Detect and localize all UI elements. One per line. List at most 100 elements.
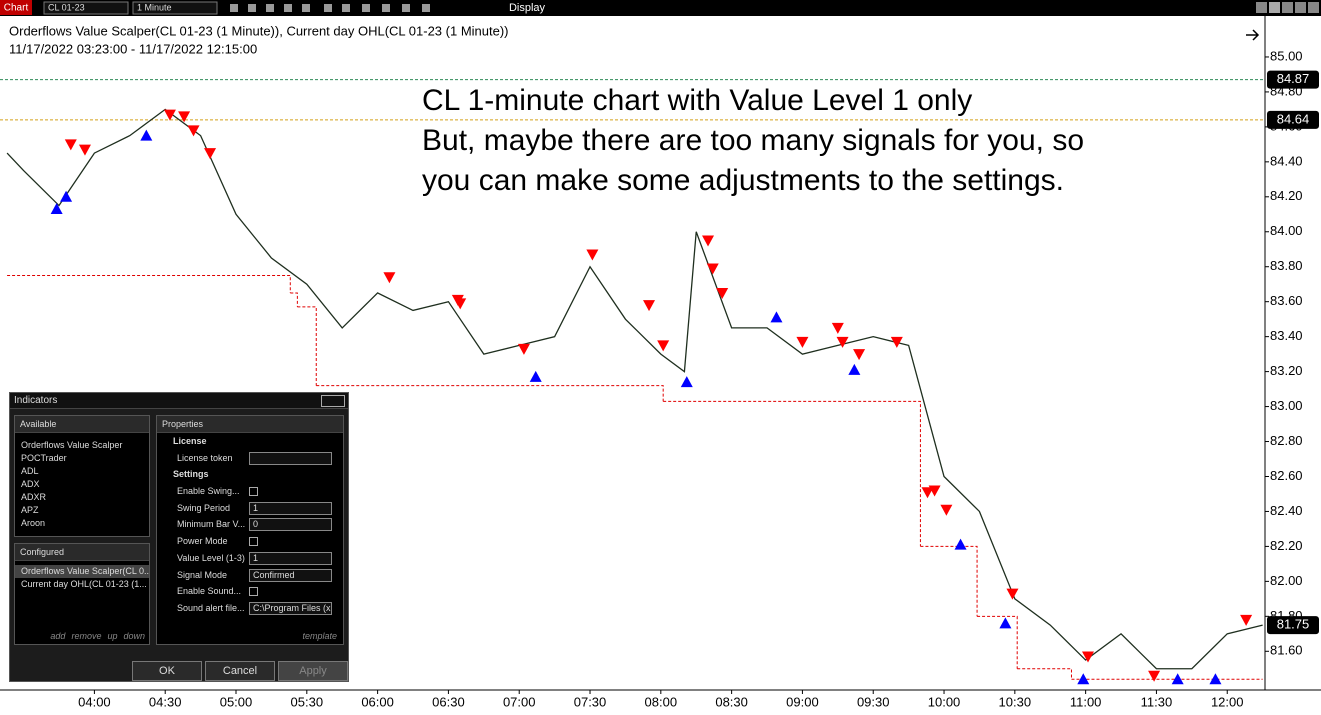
dialog-button[interactable]: Apply <box>278 661 348 681</box>
x-tick-label: 04:00 <box>78 694 111 709</box>
dialog-title: Indicators <box>10 393 348 409</box>
sell-signal <box>643 300 656 312</box>
list-header: Configured <box>15 544 149 561</box>
property-row: Signal Mode Confirmed <box>157 567 343 584</box>
y-tick-label: 83.00 <box>1270 398 1303 413</box>
list-item[interactable]: Orderflows Value Scalper(CL 0... <box>15 565 149 578</box>
x-tick-label: 10:00 <box>928 694 961 709</box>
property-row: License token <box>157 450 343 467</box>
list-item[interactable]: APZ <box>21 505 39 515</box>
display-menu[interactable]: Display <box>509 2 546 14</box>
available-list: Available Orderflows Value Scalper POCTrad… <box>14 415 150 537</box>
list-item[interactable]: ADX <box>21 479 40 489</box>
interval[interactable]: 1 Minute <box>137 2 172 12</box>
list-item[interactable]: ADL <box>21 466 39 476</box>
sell-signal <box>204 148 217 160</box>
sell-signal <box>383 272 396 284</box>
section-header[interactable]: License <box>173 436 207 446</box>
annotation: CL 1-minute chart with Value Level 1 onl… <box>422 84 972 117</box>
sell-signal <box>64 139 77 151</box>
input-value: Confirmed <box>253 569 295 580</box>
input-field[interactable]: 1 <box>249 501 332 515</box>
buy-signal <box>680 376 693 388</box>
sell-signal <box>1081 651 1094 663</box>
price-marker-label: 84.87 <box>1277 71 1310 86</box>
price-marker <box>1267 110 1319 129</box>
property-label: Power Mode <box>177 536 228 547</box>
property-label: Enable Sound... <box>177 586 242 597</box>
list-item[interactable]: ADXR <box>21 492 47 502</box>
chart-title: Orderflows Value Scalper(CL 01-23 (1 Min… <box>9 23 509 38</box>
template-link[interactable]: template <box>302 631 337 641</box>
y-tick-label: 84.00 <box>1270 223 1303 238</box>
input-field[interactable]: 0 <box>249 518 332 532</box>
list-item[interactable]: Current day OHL(CL 01-23 (1... <box>21 579 147 589</box>
property-label: Value Level (1-3) <box>177 552 245 563</box>
buy-signal <box>60 190 73 202</box>
sell-signal <box>1240 614 1253 626</box>
dialog-button[interactable]: Cancel <box>205 661 275 681</box>
x-tick-label: 12:00 <box>1211 694 1244 709</box>
list-item[interactable]: POCTrader <box>21 453 67 463</box>
chart-tab[interactable] <box>0 0 32 15</box>
property-row: Value Level (1-3) 1 <box>157 550 343 567</box>
dialog-button[interactable]: OK <box>132 661 202 681</box>
list-item[interactable]: Orderflows Value Scalper <box>21 440 123 450</box>
property-label: Minimum Bar V... <box>177 519 246 530</box>
sell-signal <box>163 109 176 121</box>
property-row: Power Mode <box>157 533 343 550</box>
property-row: Minimum Bar V... 0 <box>157 516 343 533</box>
sell-signal <box>702 235 715 247</box>
input-field[interactable]: Confirmed <box>249 568 332 582</box>
sell-signal <box>586 249 599 261</box>
action-link[interactable]: up <box>107 631 118 641</box>
x-tick-label: 04:30 <box>149 694 182 709</box>
checkbox[interactable] <box>249 537 258 547</box>
list-item[interactable]: Aroon <box>21 518 46 528</box>
buy-signal <box>770 311 783 323</box>
buy-signal <box>529 370 542 382</box>
buy-signal <box>1171 673 1184 685</box>
x-tick-label: 07:00 <box>503 694 536 709</box>
action-link[interactable]: add <box>50 631 66 641</box>
y-tick-label: 83.40 <box>1270 328 1303 343</box>
instrument[interactable]: CL 01-23 <box>48 2 85 12</box>
x-tick-label: 10:30 <box>999 694 1032 709</box>
property-row: Swing Period 1 <box>157 500 343 517</box>
y-tick-label: 82.00 <box>1270 573 1303 588</box>
checkbox[interactable] <box>249 487 258 497</box>
y-tick-label: 84.20 <box>1270 188 1303 203</box>
sell-signal <box>178 111 191 123</box>
x-tick-label: 05:30 <box>291 694 324 709</box>
price-marker-label: 84.64 <box>1277 111 1310 126</box>
section-header[interactable]: Settings <box>173 469 209 480</box>
tab-label[interactable]: Chart <box>4 3 29 14</box>
arrow-icon[interactable] <box>1246 29 1260 41</box>
input-value: 0 <box>253 519 259 530</box>
input-field[interactable] <box>249 451 332 465</box>
close-buttons[interactable] <box>321 395 345 407</box>
y-tick-label: 81.60 <box>1270 643 1303 658</box>
input-value: 1 <box>253 502 259 513</box>
sell-signal <box>706 263 719 275</box>
window-buttons[interactable] <box>1256 2 1319 13</box>
price-marker-label: 81.75 <box>1277 617 1310 632</box>
checkbox[interactable] <box>249 587 258 597</box>
input-field[interactable]: 1 <box>249 551 332 565</box>
property-label: Signal Mode <box>177 569 228 580</box>
day-low-step <box>977 615 1018 669</box>
x-tick-label: 06:30 <box>432 694 465 709</box>
instrument-select[interactable] <box>43 1 129 15</box>
input-field[interactable]: C:\Program Files (x <box>249 601 332 615</box>
x-tick-label: 07:30 <box>574 694 607 709</box>
action-link[interactable]: remove <box>71 631 102 641</box>
day-low-step <box>316 385 664 402</box>
properties-grid: Properties License License token Settings En… <box>156 415 344 645</box>
action-link[interactable]: down <box>123 631 145 641</box>
interval-select[interactable] <box>132 1 218 15</box>
sell-signal <box>187 125 200 137</box>
sell-signal <box>890 336 903 348</box>
day-low-step <box>663 400 921 547</box>
toolbar-icons <box>230 4 430 12</box>
